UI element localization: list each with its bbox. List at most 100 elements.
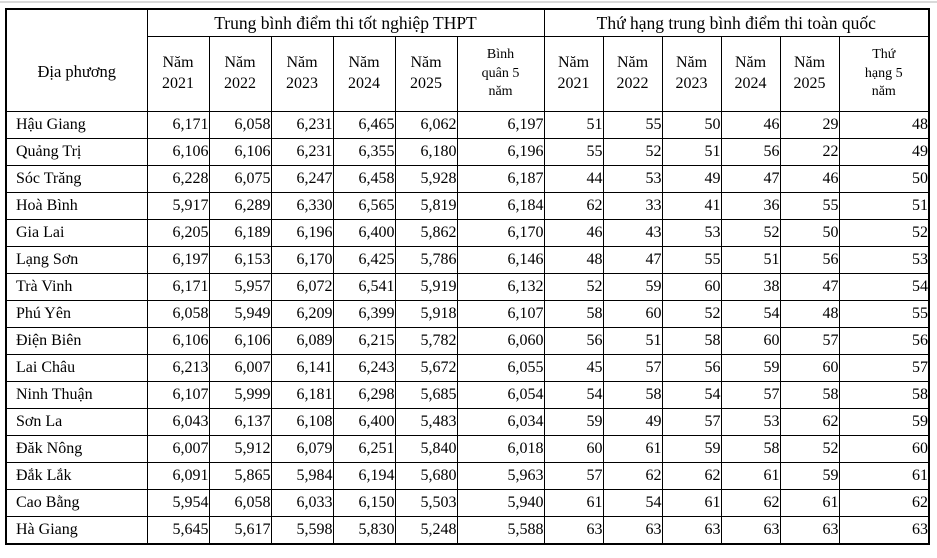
rank-year-header-2021: Năm 2021: [543, 36, 604, 112]
rank-cell: 56: [543, 327, 604, 355]
rank-cell: 55: [779, 192, 840, 220]
rank-year-header-2024: Năm 2024: [720, 36, 781, 112]
rank5-cell: 61: [838, 462, 930, 490]
rank5-cell: 60: [838, 435, 930, 463]
score-cell: 6,330: [270, 192, 334, 220]
avg-score-cell: 5,588: [456, 516, 545, 545]
rank-cell: 60: [602, 300, 663, 328]
rank-cell: 62: [661, 462, 722, 490]
score-cell: 5,248: [394, 516, 458, 545]
rank-cell: 52: [602, 138, 663, 166]
rank5-cell: 53: [838, 246, 930, 274]
score-cell: 6,137: [208, 408, 272, 436]
score-cell: 5,928: [394, 165, 458, 193]
rank-cell: 62: [720, 489, 781, 517]
rank-cell: 51: [720, 246, 781, 274]
score-year-header-2022: Năm 2022: [208, 36, 272, 112]
rank-cell: 58: [661, 327, 722, 355]
score-cell: 5,830: [332, 516, 396, 545]
province-cell: Phú Yên: [5, 300, 148, 328]
corner-header-locality: Địa phương: [5, 8, 148, 112]
avg-5yr-header: Bình quân 5 năm: [456, 36, 545, 112]
exam-score-table: Địa phương Trung bình điểm thi tốt nghiệ…: [5, 8, 931, 545]
rank-cell: 43: [602, 219, 663, 247]
rank-cell: 46: [779, 165, 840, 193]
rank-cell: 59: [661, 435, 722, 463]
table-row: Lai Châu 6,213 6,007 6,141 6,243 5,672 6,055 45…: [5, 354, 930, 382]
rank-cell: 60: [779, 354, 840, 382]
score-cell: 6,171: [146, 273, 210, 301]
score-cell: 6,089: [270, 327, 334, 355]
score-cell: 5,984: [270, 462, 334, 490]
rank5-cell: 54: [838, 273, 930, 301]
rank-cell: 63: [543, 516, 604, 545]
rank5-cell: 50: [838, 165, 930, 193]
rank-cell: 49: [602, 408, 663, 436]
score-cell: 6,106: [146, 138, 210, 166]
score-cell: 6,228: [146, 165, 210, 193]
score-cell: 6,194: [332, 462, 396, 490]
rank-cell: 61: [661, 489, 722, 517]
score-cell: 6,007: [146, 435, 210, 463]
rank-cell: 63: [720, 516, 781, 545]
score-cell: 6,289: [208, 192, 272, 220]
score-cell: 6,058: [208, 111, 272, 139]
score-cell: 6,033: [270, 489, 334, 517]
province-cell: Đăk Nông: [5, 435, 148, 463]
rank-year-header-2025: Năm 2025: [779, 36, 840, 112]
rank-cell: 56: [720, 138, 781, 166]
score-cell: 6,107: [146, 381, 210, 409]
table-row: Đăk Nông 6,007 5,912 6,079 6,251 5,840 6,018 60…: [5, 435, 930, 463]
group-header-row: Địa phương Trung bình điểm thi tốt nghiệ…: [5, 8, 930, 112]
rank-cell: 48: [779, 300, 840, 328]
score-cell: 6,007: [208, 354, 272, 382]
rank-cell: 57: [720, 381, 781, 409]
rank-cell: 48: [543, 246, 604, 274]
rank-cell: 50: [779, 219, 840, 247]
avg-score-cell: 6,146: [456, 246, 545, 274]
avg-score-cell: 6,187: [456, 165, 545, 193]
rank-cell: 52: [779, 435, 840, 463]
score-cell: 5,865: [208, 462, 272, 490]
rank-cell: 49: [661, 165, 722, 193]
score-cell: 6,058: [208, 489, 272, 517]
table-row: Phú Yên 6,058 5,949 6,209 6,399 5,918 6,107 58 6…: [5, 300, 930, 328]
score-cell: 6,298: [332, 381, 396, 409]
score-cell: 5,819: [394, 192, 458, 220]
province-cell: Sơn La: [5, 408, 148, 436]
rank-cell: 62: [543, 192, 604, 220]
rank5-cell: 52: [838, 219, 930, 247]
rank5-cell: 51: [838, 192, 930, 220]
score-cell: 5,954: [146, 489, 210, 517]
score-cell: 5,862: [394, 219, 458, 247]
rank-cell: 46: [720, 111, 781, 139]
score-cell: 5,919: [394, 273, 458, 301]
table-row: Trà Vinh 6,171 5,957 6,072 6,541 5,919 6,132 52…: [5, 273, 930, 301]
score-cell: 5,617: [208, 516, 272, 545]
table-row: Hậu Giang 6,171 6,058 6,231 6,465 6,062 6,197 5…: [5, 111, 930, 139]
score-cell: 6,209: [270, 300, 334, 328]
score-cell: 6,355: [332, 138, 396, 166]
rank-cell: 63: [602, 516, 663, 545]
rank-cell: 61: [720, 462, 781, 490]
score-cell: 6,079: [270, 435, 334, 463]
table-row: Sơn La 6,043 6,137 6,108 6,400 5,483 6,034 59 49…: [5, 408, 930, 436]
table-row: Cao Bằng 5,954 6,058 6,033 6,150 5,503 5,940 61…: [5, 489, 930, 517]
score-cell: 6,243: [332, 354, 396, 382]
score-cell: 6,425: [332, 246, 396, 274]
rank-cell: 47: [602, 246, 663, 274]
province-cell: Đắk Lắk: [5, 462, 148, 490]
rank-cell: 47: [720, 165, 781, 193]
score-cell: 6,058: [146, 300, 210, 328]
score-cell: 6,108: [270, 408, 334, 436]
avg-score-cell: 6,197: [456, 111, 545, 139]
score-cell: 5,782: [394, 327, 458, 355]
score-cell: 5,598: [270, 516, 334, 545]
rank-cell: 52: [661, 300, 722, 328]
score-cell: 6,043: [146, 408, 210, 436]
rank-cell: 59: [543, 408, 604, 436]
score-year-header-2023: Năm 2023: [270, 36, 334, 112]
rank-cell: 58: [602, 381, 663, 409]
rank-cell: 52: [720, 219, 781, 247]
